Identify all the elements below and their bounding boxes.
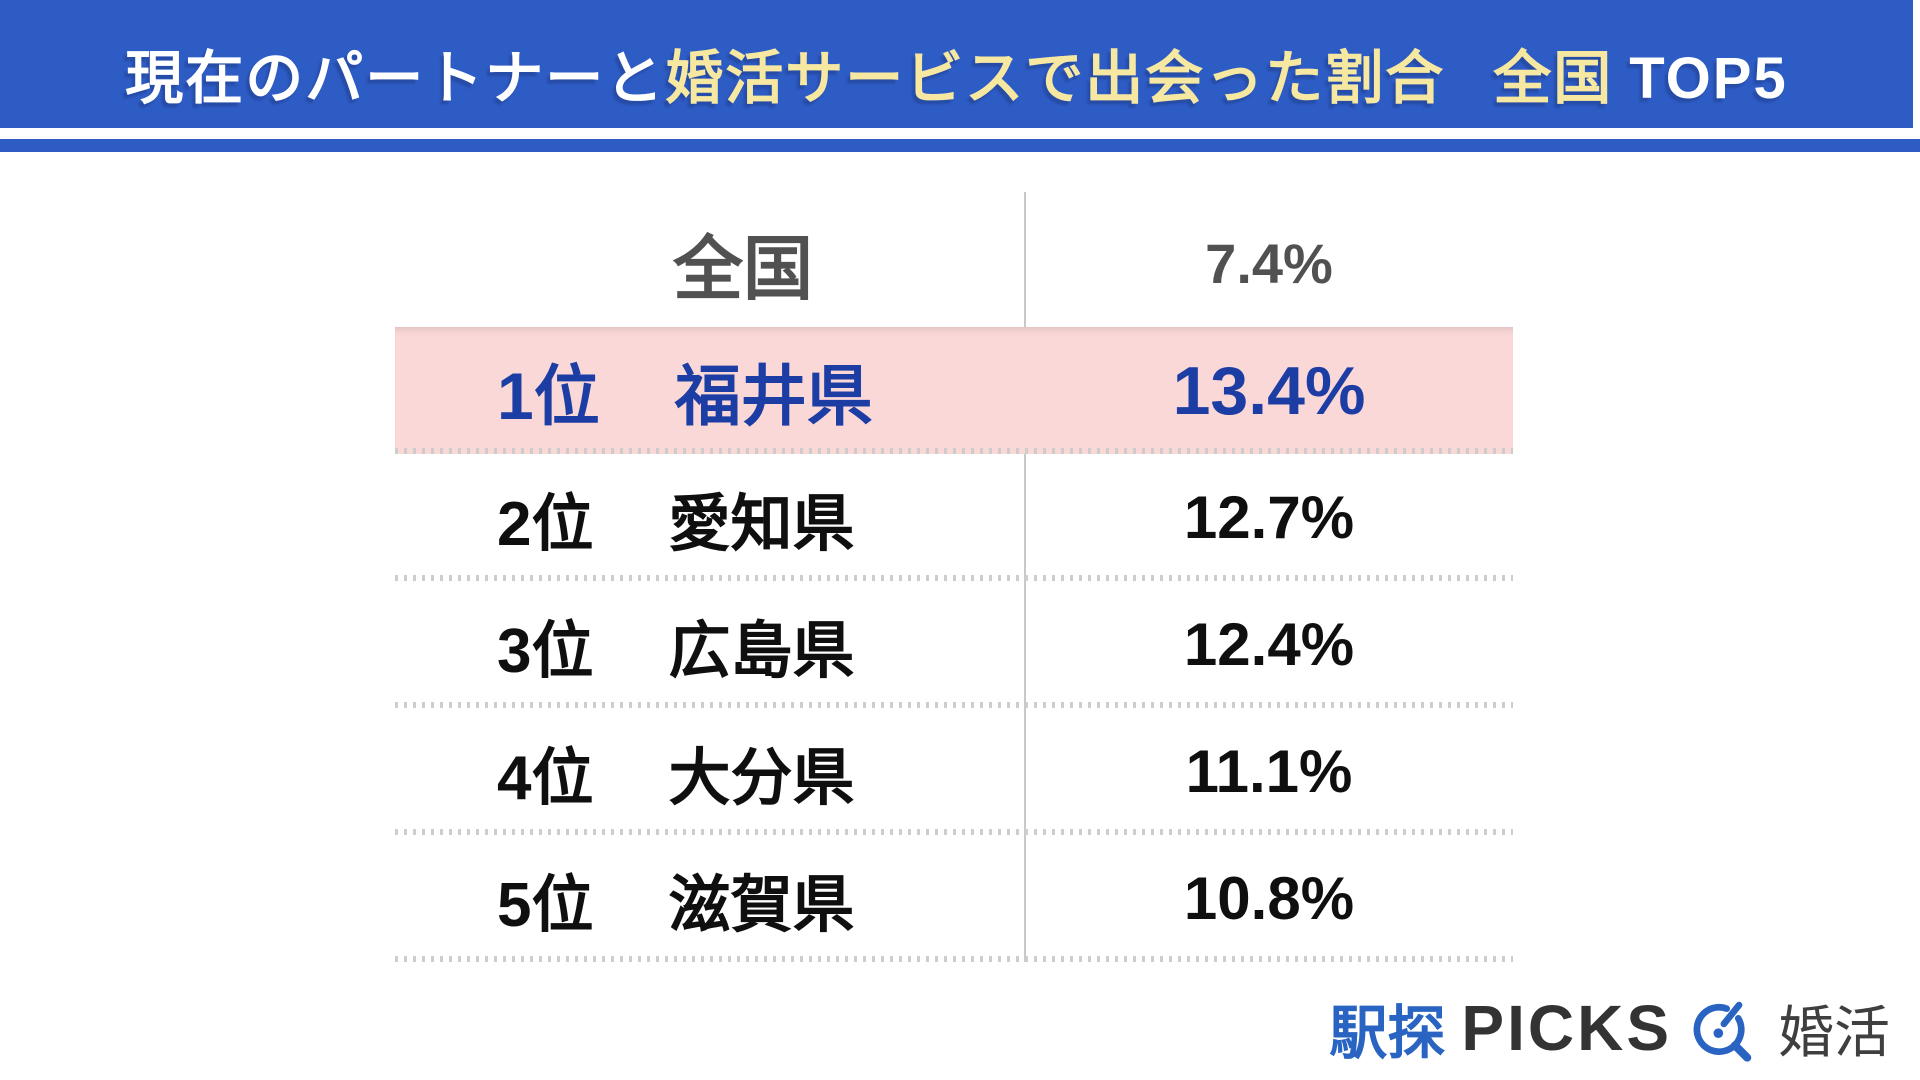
rank-label: 3位	[497, 616, 594, 686]
logo-konkatsu-text: 婚活	[1778, 1000, 1890, 1064]
table-row-rank5: 5位 滋賀県 10.8%	[395, 835, 1513, 962]
logo-picks-text: PICKS	[1461, 992, 1672, 1064]
percentage-value: 10.8%	[1183, 865, 1355, 932]
row-separator	[395, 702, 1513, 708]
page-title: 現在のパートナーと婚活サービスで出会った割合 全国 TOP5	[125, 31, 1787, 115]
percentage-value: 11.1%	[1185, 738, 1353, 805]
national-average-row: 全国 7.4%	[395, 200, 1513, 327]
row-separator	[395, 956, 1513, 962]
rank-label: 4位	[497, 743, 594, 813]
magnifier-exclamation-icon	[1693, 1001, 1752, 1062]
title-segment-zenkoku: 全国	[1493, 46, 1614, 111]
rank-label: 2位	[497, 489, 594, 559]
national-label: 全国	[673, 230, 813, 308]
prefecture-label: 広島県	[668, 616, 855, 686]
row-separator	[395, 575, 1513, 581]
brand-logo: 駅探 PICKS 婚活	[1329, 986, 1890, 1070]
prefecture-label: 大分県	[668, 743, 855, 813]
table-row-rank3: 3位 広島県 12.4%	[395, 581, 1513, 708]
header-underline	[0, 139, 1920, 152]
row-separator	[395, 829, 1513, 835]
prefecture-label: 福井県	[674, 358, 873, 433]
row-separator	[395, 448, 1513, 454]
logo-ekitan-text: 駅探	[1329, 1001, 1446, 1066]
national-value: 7.4%	[1205, 232, 1333, 295]
table-row-rank4: 4位 大分県 11.1%	[395, 708, 1513, 835]
ranking-table: 全国 7.4% 1位 福井県 13.4% 2位 愛知県 12.7%	[395, 192, 1513, 962]
prefecture-label: 愛知県	[668, 489, 855, 559]
prefecture-label: 滋賀県	[668, 870, 855, 940]
percentage-value: 12.7%	[1183, 484, 1355, 551]
title-segment-top5: TOP5	[1629, 46, 1788, 111]
header-banner: 現在のパートナーと婚活サービスで出会った割合 全国 TOP5	[0, 0, 1913, 128]
title-segment-accent: 婚活サービスで出会った割合	[665, 46, 1446, 111]
rank-label: 5位	[497, 870, 594, 940]
table-row-rank2: 2位 愛知県 12.7%	[395, 454, 1513, 581]
percentage-value: 13.4%	[1172, 352, 1366, 429]
percentage-value: 12.4%	[1183, 611, 1355, 678]
title-segment-lead: 現在のパートナーと	[125, 46, 666, 111]
rank-label: 1位	[497, 358, 600, 433]
table-row-rank1: 1位 福井県 13.4%	[395, 327, 1513, 454]
